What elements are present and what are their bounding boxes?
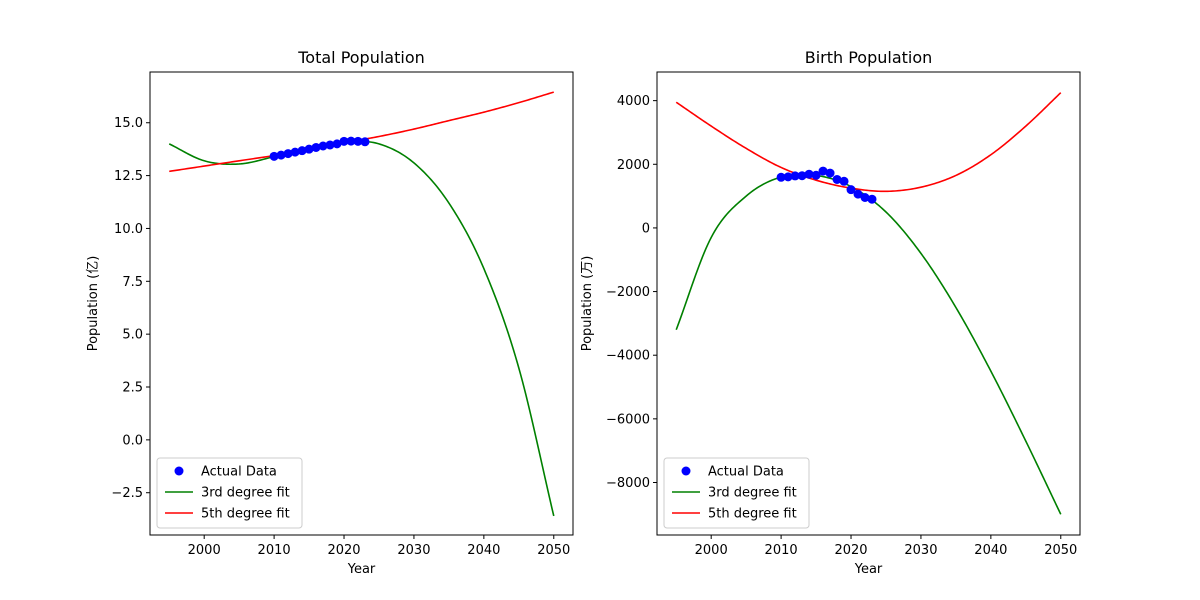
x-tick-label: 2010 xyxy=(258,543,291,558)
data-point xyxy=(297,146,307,156)
x-tick-label: 2010 xyxy=(765,543,798,558)
data-point xyxy=(339,136,349,146)
data-point xyxy=(283,149,293,159)
x-tick-label: 2040 xyxy=(974,543,1007,558)
data-point xyxy=(825,168,835,178)
data-point xyxy=(783,172,793,182)
data-point xyxy=(346,136,356,146)
data-point xyxy=(804,169,814,179)
y-tick-label: −2000 xyxy=(606,285,650,300)
data-point xyxy=(832,174,842,184)
x-tick-label: 2020 xyxy=(834,543,867,558)
legend: Actual Data 3rd degree fit 5th degree fit xyxy=(156,457,303,529)
y-tick-label: 2.5 xyxy=(122,381,143,396)
x-axis-label: Year xyxy=(347,562,376,577)
y-tick-label: 10.0 xyxy=(114,222,143,237)
legend: Actual Data 3rd degree fit 5th degree fit xyxy=(663,457,810,529)
data-point xyxy=(353,136,363,146)
legend-label: Actual Data xyxy=(201,465,277,480)
data-point xyxy=(846,185,856,195)
y-tick-label: 5.0 xyxy=(122,328,143,343)
x-tick-label: 2030 xyxy=(904,543,937,558)
series-line-5th-degree-fit xyxy=(169,91,555,173)
data-point xyxy=(790,171,800,181)
data-point xyxy=(776,172,786,182)
data-point xyxy=(276,150,286,160)
legend-label: 5th degree fit xyxy=(201,507,290,522)
y-tick-label: 4000 xyxy=(617,94,650,109)
y-tick-label: 0 xyxy=(642,221,650,236)
y-axis-label: Population (亿) xyxy=(86,256,101,352)
data-point xyxy=(867,194,877,204)
data-point xyxy=(360,137,370,147)
y-tick-label: −8000 xyxy=(606,476,650,491)
y-tick-label: 0.0 xyxy=(122,433,143,448)
legend-label: 3rd degree fit xyxy=(201,486,290,501)
data-point xyxy=(269,151,279,161)
chart-title: Total Population xyxy=(297,48,425,67)
data-point xyxy=(325,140,335,150)
y-tick-label: 2000 xyxy=(617,158,650,173)
chart-birth-population: Birth Population 2000 2010 2020 2030 2040 2050… xyxy=(580,48,1081,577)
y-tick-label: 15.0 xyxy=(114,116,143,131)
y-tick-label: 7.5 xyxy=(122,275,143,290)
data-point xyxy=(797,171,807,181)
data-point xyxy=(290,147,300,157)
data-point xyxy=(853,189,863,199)
x-tick-label: 2000 xyxy=(188,543,221,558)
data-point xyxy=(332,139,342,149)
x-tick-label: 2040 xyxy=(467,543,500,558)
data-point xyxy=(818,166,828,176)
y-tick-label: −2.5 xyxy=(111,486,143,501)
x-axis-label: Year xyxy=(854,562,883,577)
y-tick-label: −4000 xyxy=(606,349,650,364)
x-tick-label: 2050 xyxy=(537,543,570,558)
legend-swatch-actual-data xyxy=(681,466,691,476)
legend-label: 3rd degree fit xyxy=(708,486,797,501)
x-tick-label: 2000 xyxy=(695,543,728,558)
data-point xyxy=(304,144,314,154)
data-point xyxy=(860,193,870,202)
legend-label: 5th degree fit xyxy=(708,507,797,522)
data-point xyxy=(318,141,328,151)
x-tick-label: 2030 xyxy=(397,543,430,558)
x-tick-label: 2050 xyxy=(1044,543,1077,558)
plot-area xyxy=(675,92,1062,515)
axes-frame xyxy=(149,71,574,536)
data-point xyxy=(811,170,821,180)
legend-label: Actual Data xyxy=(708,465,784,480)
legend-swatch-actual-data xyxy=(174,466,184,476)
data-point xyxy=(311,142,321,152)
series-line-5th-degree-fit xyxy=(675,92,1062,193)
axes-frame xyxy=(656,71,1081,536)
x-tick-label: 2020 xyxy=(327,543,360,558)
chart-total-population: Total Population 2000 2010 2020 2030 2040 2050… xyxy=(86,48,574,577)
chart-title: Birth Population xyxy=(805,48,933,67)
legend-box xyxy=(156,457,303,529)
plot-area xyxy=(168,91,555,517)
legend-box xyxy=(663,457,810,529)
y-tick-label: 12.5 xyxy=(114,169,143,184)
y-tick-label: −6000 xyxy=(606,412,650,427)
y-axis-label: Population (万) xyxy=(580,256,595,352)
data-point xyxy=(839,176,849,186)
